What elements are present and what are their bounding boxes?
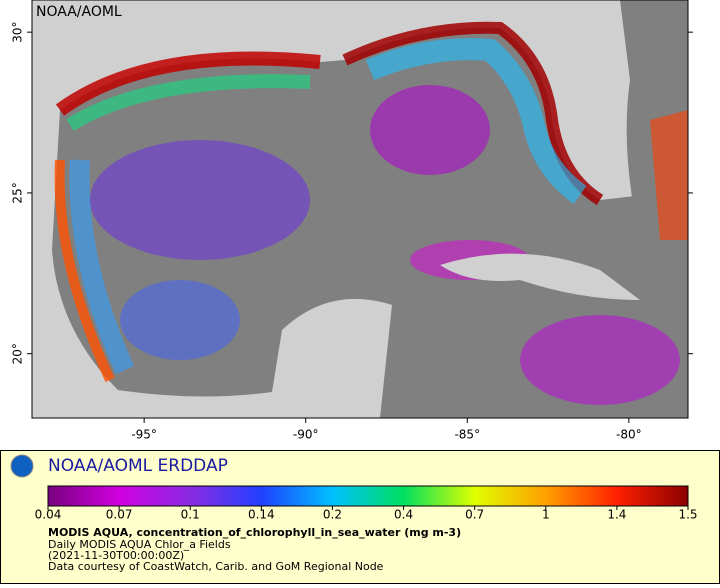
coastal-band: [54, 159, 115, 383]
chlorophyll-patch: [120, 280, 240, 360]
lon-label: -85°: [454, 428, 480, 442]
colorbar-label: 1: [542, 508, 550, 522]
chlorophyll-patch: [370, 85, 490, 175]
colorbar: [47, 485, 689, 507]
colorbar-label: 0.2: [323, 508, 342, 522]
colorbar-label: 0.1: [181, 508, 200, 522]
chlorophyll-patch: [520, 315, 680, 405]
lon-label: -90°: [293, 428, 319, 442]
legend-title: NOAA/AOML ERDDAP: [48, 456, 228, 476]
colorbar-label: 1.5: [678, 508, 697, 522]
coastal-band: [650, 110, 688, 240]
info-line: (2021-11-30T00:00:00Z): [48, 549, 184, 562]
lat-label: 30°: [11, 22, 25, 43]
chlorophyll-patch: [90, 140, 310, 260]
lat-label: 25°: [11, 182, 25, 203]
map-frame: [31, 0, 689, 419]
coastal-band: [55, 51, 321, 116]
watermark: NOAA/AOML: [36, 4, 122, 20]
map-area: NOAA/AOML: [32, 0, 688, 418]
colorbar-label: 0.14: [248, 508, 275, 522]
colorbar-label: 0.4: [394, 508, 413, 522]
coastal-band: [342, 21, 604, 206]
info-line: Data courtesy of CoastWatch, Carib. and …: [48, 560, 384, 573]
variable-name: MODIS AQUA, concentration_of_chlorophyll…: [48, 526, 461, 539]
info-line: Daily MODIS AQUA Chlor_a Fields: [48, 538, 231, 551]
colorbar-label: 0.7: [465, 508, 484, 522]
lat-label: 20°: [11, 343, 25, 364]
coastal-band: [365, 38, 587, 204]
coastal-band: [66, 74, 311, 131]
noaa-logo: [10, 454, 34, 478]
coastal-band: [69, 159, 135, 375]
colorbar-label: 1.4: [607, 508, 626, 522]
colorbar-label: 0.07: [106, 508, 133, 522]
lon-label: -80°: [616, 428, 642, 442]
colorbar-label: 0.04: [35, 508, 62, 522]
lon-label: -95°: [131, 428, 157, 442]
cuba: [440, 253, 640, 300]
